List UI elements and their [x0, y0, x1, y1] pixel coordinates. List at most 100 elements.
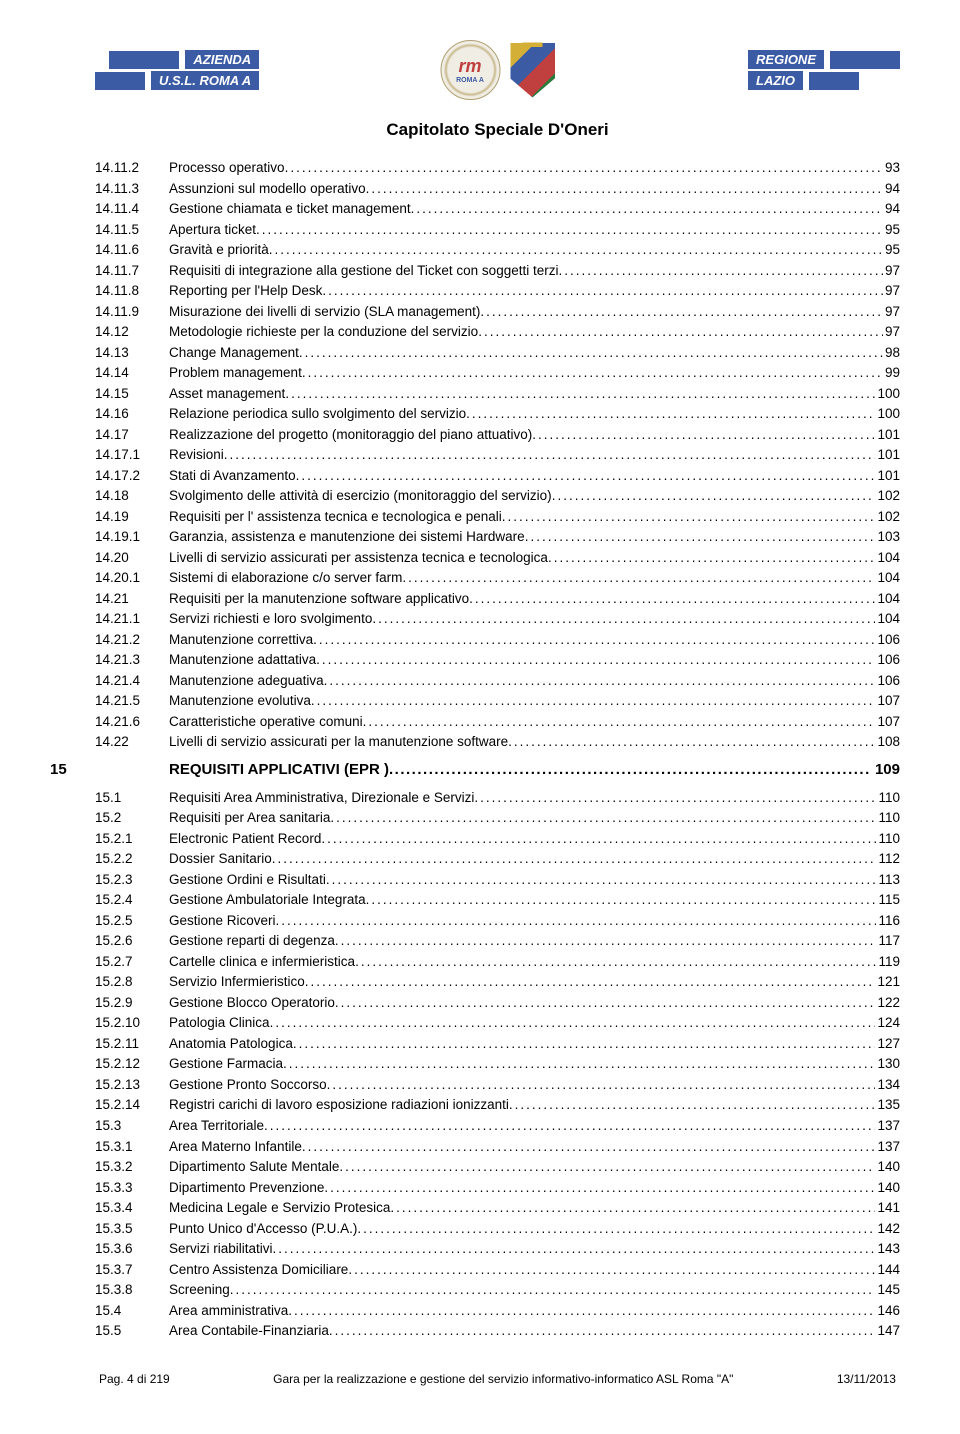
toc-entry-label: Gestione Ambulatoriale Integrata [169, 890, 366, 911]
toc-entry-page: 94 [883, 179, 900, 200]
toc-entry-num: 15.2.1 [95, 829, 169, 850]
toc-entry-label: Gestione reparti di degenza [169, 931, 335, 952]
toc-entry-num: 14.19 [95, 507, 169, 528]
toc-entry-page: 110 [876, 829, 900, 850]
toc-entry: 15.3.2Dipartimento Salute Mentale140 [95, 1157, 900, 1178]
toc-leader-dots [313, 630, 875, 651]
toc-entry-num: 14.11.3 [95, 179, 169, 200]
toc-leader-dots [256, 220, 883, 241]
toc-leader-dots [366, 179, 883, 200]
toc-entry-page: 104 [875, 589, 900, 610]
toc-entry: 14.11.8Reporting per l'Help Desk97 [95, 281, 900, 302]
toc-leader-dots [299, 343, 883, 364]
toc-entry-num: 14.12 [95, 322, 169, 343]
toc-entry-num: 15.3.2 [95, 1157, 169, 1178]
toc-entry-label: Manutenzione adattativa [169, 650, 316, 671]
toc-entry-page: 127 [875, 1034, 900, 1055]
toc-section-heading: 15 REQUISITI APPLICATIVI (EPR ) 109 [95, 759, 900, 782]
toc-entry-page: 101 [875, 445, 900, 466]
toc-entry-num: 15.4 [95, 1301, 169, 1322]
toc-leader-dots [348, 1260, 875, 1281]
toc-entry-page: 93 [883, 158, 900, 179]
toc-entry-page: 107 [875, 691, 900, 712]
toc-entry-label: Requisiti Area Amministrativa, Direziona… [169, 788, 474, 809]
toc-entry-page: 142 [875, 1219, 900, 1240]
toc-entry-num: 15.3.7 [95, 1260, 169, 1281]
toc-leader-dots [480, 302, 883, 323]
toc-entry: 14.11.2Processo operativo93 [95, 158, 900, 179]
toc-entry-page: 147 [875, 1321, 900, 1342]
toc-entry: 15.4Area amministrativa146 [95, 1301, 900, 1322]
toc-leader-dots [335, 993, 876, 1014]
region-name-2: LAZIO [748, 71, 803, 90]
toc-entry-page: 97 [883, 322, 900, 343]
toc-entry: 15.3.7Centro Assistenza Domiciliare144 [95, 1260, 900, 1281]
toc-entry-num: 14.14 [95, 363, 169, 384]
toc-block: 14.11.2Processo operativo9314.11.3Assunz… [95, 158, 900, 753]
toc-entry-label: Manutenzione correttiva [169, 630, 313, 651]
toc-entry-num: 14.17.1 [95, 445, 169, 466]
toc-entry: 15.2.1Electronic Patient Record110 [95, 829, 900, 850]
toc-leader-dots [390, 1198, 875, 1219]
toc-entry-page: 94 [883, 199, 900, 220]
toc-leader-dots [327, 1075, 876, 1096]
toc-entry-num: 14.22 [95, 732, 169, 753]
toc-entry-page: 121 [875, 972, 900, 993]
toc-leader-dots [224, 445, 876, 466]
toc-leader-dots [283, 1054, 875, 1075]
toc-entry-label: Misurazione dei livelli di servizio (SLA… [169, 302, 480, 323]
toc-entry-num: 14.16 [95, 404, 169, 425]
toc-leader-dots [372, 609, 875, 630]
rm-badge-icon: rm ROMA A [440, 40, 500, 100]
toc-entry-label: Patologia Clinica [169, 1013, 270, 1034]
toc-entry-page: 98 [883, 343, 900, 364]
footer-page-number: Pag. 4 di 219 [99, 1372, 170, 1386]
toc-entry: 14.17.1Revisioni101 [95, 445, 900, 466]
toc-entry-page: 99 [883, 363, 900, 384]
toc-entry: 14.19Requisiti per l' assistenza tecnica… [95, 507, 900, 528]
decor-bar [95, 72, 145, 90]
toc-leader-dots [273, 1239, 876, 1260]
toc-entry-page: 140 [875, 1178, 900, 1199]
toc-entry-num: 15.2.12 [95, 1054, 169, 1075]
toc-entry: 15.3.6Servizi riabilitativi143 [95, 1239, 900, 1260]
toc-entry-label: Gestione chiamata e ticket management [169, 199, 411, 220]
toc-entry: 14.11.3Assunzioni sul modello operativo9… [95, 179, 900, 200]
toc-entry-num: 14.17.2 [95, 466, 169, 487]
toc-entry-label: Realizzazione del progetto (monitoraggio… [169, 425, 532, 446]
toc-entry-label: Requisiti di integrazione alla gestione … [169, 261, 558, 282]
toc-entry-label: Registri carichi di lavoro esposizione r… [169, 1095, 509, 1116]
toc-entry-label: Apertura ticket [169, 220, 256, 241]
toc-entry: 14.19.1Garanzia, assistenza e manutenzio… [95, 527, 900, 548]
toc-leader-dots [302, 1137, 876, 1158]
toc-entry-num: 14.21 [95, 589, 169, 610]
toc-leader-dots [532, 425, 875, 446]
toc-leader-dots [296, 466, 876, 487]
toc-entry-num: 14.18 [95, 486, 169, 507]
toc-leader-dots [355, 952, 876, 973]
decor-bar [830, 51, 900, 69]
toc-entry-num: 15.2.6 [95, 931, 169, 952]
toc-entry-num: 14.20 [95, 548, 169, 569]
toc-entry: 14.11.4Gestione chiamata e ticket manage… [95, 199, 900, 220]
toc-entry: 14.11.9Misurazione dei livelli di serviz… [95, 302, 900, 323]
toc-entry-page: 137 [875, 1137, 900, 1158]
toc-entry-num: 15.3.4 [95, 1198, 169, 1219]
toc-leader-dots [329, 1321, 876, 1342]
toc-entry-label: Gestione Ordini e Risultati [169, 870, 326, 891]
toc-leader-dots [324, 1178, 875, 1199]
toc-entry-page: 112 [876, 849, 900, 870]
toc-entry: 14.18Svolgimento delle attività di eserc… [95, 486, 900, 507]
toc-entry: 14.21.6Caratteristiche operative comuni1… [95, 712, 900, 733]
toc-entry-num: 14.21.2 [95, 630, 169, 651]
toc-leader-dots [469, 589, 875, 610]
toc-entry-label: Sistemi di elaborazione c/o server farm [169, 568, 402, 589]
toc-leader-dots [509, 1095, 876, 1116]
toc-entry-label: Requisiti per l' assistenza tecnica e te… [169, 507, 502, 528]
toc-entry: 15.2Requisiti per Area sanitaria110 [95, 808, 900, 829]
toc-entry-page: 135 [875, 1095, 900, 1116]
header-right: REGIONE LAZIO [748, 50, 900, 90]
toc-entry-num: 15.2 [95, 808, 169, 829]
footer-date: 13/11/2013 [837, 1372, 896, 1386]
region-name-1: REGIONE [748, 50, 824, 69]
